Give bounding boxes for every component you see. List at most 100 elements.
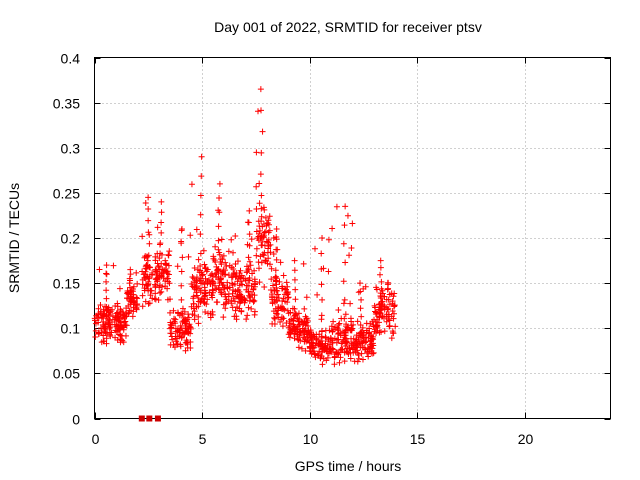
data-point — [246, 277, 253, 284]
data-point — [287, 309, 294, 316]
data-point — [273, 298, 280, 305]
data-point — [344, 212, 351, 219]
data-point — [236, 305, 243, 312]
data-point — [256, 223, 263, 230]
data-point — [286, 334, 293, 341]
data-point — [391, 302, 398, 309]
data-point — [174, 263, 181, 270]
data-point — [126, 275, 133, 282]
data-point — [157, 289, 164, 296]
data-point — [311, 350, 318, 357]
data-point — [237, 299, 244, 306]
data-point — [222, 305, 229, 312]
data-point — [318, 353, 325, 360]
data-point — [246, 231, 253, 238]
data-point — [251, 267, 258, 274]
data-point — [262, 257, 269, 264]
data-point — [257, 171, 264, 178]
data-point — [218, 236, 225, 243]
data-point — [377, 307, 384, 314]
data-point — [165, 251, 172, 258]
data-point — [134, 295, 141, 302]
data-point — [127, 266, 134, 273]
data-point — [248, 236, 255, 243]
chart-title: Day 001 of 2022, SRMTID for receiver pts… — [214, 19, 482, 35]
data-point — [146, 264, 153, 271]
data-point — [279, 297, 286, 304]
data-point — [274, 287, 281, 294]
data-point — [232, 233, 239, 240]
data-point — [255, 218, 262, 225]
data-point — [342, 203, 349, 210]
data-point — [202, 275, 209, 282]
data-point — [261, 284, 268, 291]
data-point — [304, 323, 311, 330]
data-point — [251, 292, 258, 299]
data-point — [341, 358, 348, 365]
data-point — [104, 307, 111, 314]
data-point — [288, 316, 295, 323]
data-point — [197, 250, 204, 257]
data-point — [168, 322, 175, 329]
data-point — [318, 265, 325, 272]
data-point — [348, 318, 355, 325]
data-point — [291, 257, 298, 264]
data-point — [133, 294, 140, 301]
data-point — [98, 329, 105, 336]
data-point — [255, 259, 262, 266]
data-point — [219, 282, 226, 289]
data-point — [95, 305, 102, 312]
data-point — [281, 306, 288, 313]
data-point — [195, 256, 202, 263]
data-point — [345, 351, 352, 358]
data-point — [107, 333, 114, 340]
data-point — [199, 272, 206, 279]
data-point — [158, 288, 165, 295]
data-point — [347, 355, 354, 362]
data-point — [266, 227, 273, 234]
data-point — [162, 278, 169, 285]
data-point — [291, 305, 298, 312]
data-point — [198, 269, 205, 276]
data-point — [185, 253, 192, 260]
y-tick-label: 0.15 — [53, 276, 80, 292]
data-point — [182, 339, 189, 346]
data-point — [378, 300, 385, 307]
data-point — [275, 305, 282, 312]
data-point — [341, 315, 348, 322]
data-point — [384, 286, 391, 293]
data-point — [329, 337, 336, 344]
data-point — [234, 287, 241, 294]
data-point — [388, 335, 395, 342]
data-point — [157, 240, 164, 247]
data-point — [158, 219, 165, 226]
data-point — [92, 320, 99, 327]
data-point — [222, 259, 229, 266]
data-point — [115, 317, 122, 324]
data-point — [158, 198, 165, 205]
data-point — [258, 107, 265, 114]
y-tick-label: 0.35 — [53, 96, 80, 112]
data-point — [216, 251, 223, 258]
data-point — [263, 257, 270, 264]
data-point — [318, 312, 325, 319]
data-point — [213, 269, 220, 276]
data-point — [374, 324, 381, 331]
data-point — [146, 231, 153, 238]
data-point — [253, 183, 260, 190]
data-point — [349, 220, 356, 227]
data-point — [127, 289, 134, 296]
data-point — [268, 265, 275, 272]
data-point — [273, 281, 280, 288]
data-point — [341, 334, 348, 341]
data-point — [291, 276, 298, 283]
data-point — [308, 332, 315, 339]
data-point — [253, 245, 260, 252]
data-point — [314, 336, 321, 343]
data-point — [133, 269, 140, 276]
data-point — [295, 310, 302, 317]
data-point — [245, 304, 252, 311]
data-point — [246, 242, 253, 249]
data-point — [271, 314, 278, 321]
data-point — [197, 211, 204, 218]
